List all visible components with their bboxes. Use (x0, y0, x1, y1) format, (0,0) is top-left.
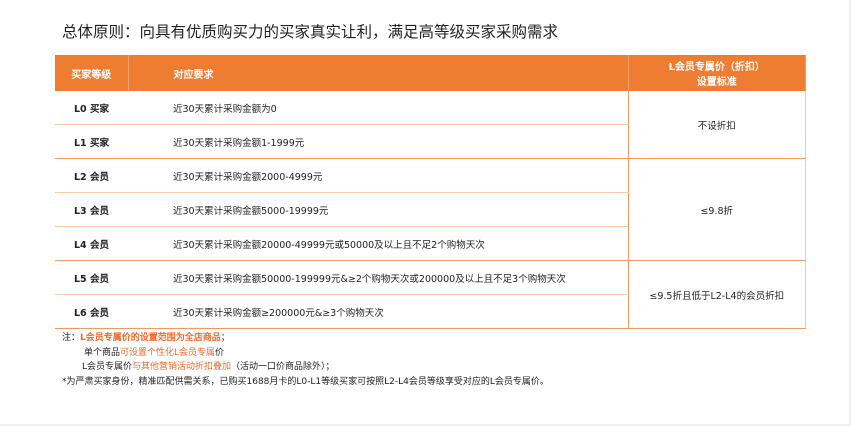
table-row: L6 会员 近30天累计采购金额≥200000元&≥3个购物天次 (55, 294, 806, 329)
header-level: 买家等级 (55, 55, 129, 91)
table-row: L1 买家 近30天累计采购金额1-1999元 (55, 124, 806, 159)
header-standard: L会员专属价（折扣） 设置标准 (627, 55, 806, 91)
note-4: *为严肃买家身份，精准匹配供需关系，已购买1688月卡的L0-L1等级买家可按照… (62, 376, 549, 387)
note-3: L会员专属价与其他营销活动折扣叠加（活动一口价商品除外）； (82, 362, 335, 372)
standard-cell: ≤9.8折 (627, 158, 806, 261)
standard-cell: 不设折扣 (627, 91, 806, 159)
table-row: L5 会员 近30天累计采购金额50000-199999元&≥2个购物天次或200… (55, 260, 806, 329)
table-row: L2 会员 近30天累计采购金额2000-4999元 ≤9.8折 (55, 158, 806, 261)
note-2: 单个商品可设置个性化L会员专属价 (84, 347, 225, 358)
member-level-table: 买家等级 对应要求 L会员专属价（折扣） 设置标准 L0 买家 近30天累计采购金额… (55, 55, 806, 329)
page-title: 总体原则：向具有优质购买力的买家真实让利，满足高等级买家采购需求 (62, 23, 559, 41)
notes: 注：L会员专属价的设置范围为全店商品； 单个商品可设置个性化L会员专属价 L会员… (62, 331, 549, 389)
note-1: 注：L会员专属价的设置范围为全店商品； (62, 333, 230, 343)
table-row: L4 会员 近30天累计采购金额20000-49999元或50000及以上且不足2… (55, 226, 806, 261)
header-requirement: 对应要求 (128, 55, 629, 91)
table-row: L3 会员 近30天累计采购金额5000-19999元 (55, 192, 806, 227)
table-header: 买家等级 对应要求 L会员专属价（折扣） 设置标准 (55, 55, 806, 91)
standard-cell: ≤9.5折且低于L2-L4的会员折扣 (627, 260, 806, 329)
table-row: L0 买家 近30天累计采购金额为0 不设折扣 (55, 91, 806, 159)
